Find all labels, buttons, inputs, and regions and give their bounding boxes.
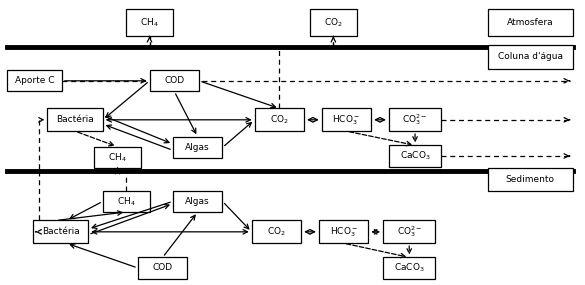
Text: CaCO$_3$: CaCO$_3$ <box>400 150 431 162</box>
Bar <box>488 168 573 191</box>
Text: Atmosfera: Atmosfera <box>507 18 553 27</box>
Text: CO$_3^{2-}$: CO$_3^{2-}$ <box>397 224 422 239</box>
Bar <box>150 70 199 91</box>
Bar <box>103 191 150 212</box>
Bar <box>310 9 357 36</box>
Bar <box>319 221 369 243</box>
Bar <box>173 137 222 158</box>
Bar <box>33 221 88 243</box>
Bar <box>94 147 141 168</box>
Bar <box>488 45 573 69</box>
Text: Bactéria: Bactéria <box>42 227 80 236</box>
Bar <box>383 257 435 279</box>
Bar <box>47 109 103 131</box>
Text: CO$_2$: CO$_2$ <box>270 113 289 126</box>
Bar <box>252 221 301 243</box>
Text: CO$_2$: CO$_2$ <box>324 17 343 29</box>
Text: Aporte C: Aporte C <box>15 76 54 85</box>
Text: CaCO$_3$: CaCO$_3$ <box>394 262 425 274</box>
Bar <box>254 109 304 131</box>
Text: Algas: Algas <box>185 143 210 152</box>
Text: CH$_4$: CH$_4$ <box>117 195 136 207</box>
Text: Coluna d'água: Coluna d'água <box>498 52 563 61</box>
Text: COD: COD <box>164 76 184 85</box>
Text: CO$_2$: CO$_2$ <box>267 226 286 238</box>
Text: Algas: Algas <box>185 197 210 206</box>
Text: Sedimento: Sedimento <box>506 175 555 184</box>
Text: CH$_4$: CH$_4$ <box>108 151 127 164</box>
Bar <box>126 9 173 36</box>
Bar <box>389 109 441 131</box>
Bar <box>383 221 435 243</box>
Text: CH$_4$: CH$_4$ <box>140 17 159 29</box>
Bar <box>488 9 573 36</box>
Text: HCO$_3^-$: HCO$_3^-$ <box>329 225 357 239</box>
Text: CO$_3^{2-}$: CO$_3^{2-}$ <box>402 112 428 127</box>
Text: COD: COD <box>153 264 173 272</box>
Bar <box>173 191 222 212</box>
Text: HCO$_3^-$: HCO$_3^-$ <box>332 113 360 127</box>
Bar <box>138 257 187 279</box>
Bar <box>6 70 62 91</box>
Text: Bactéria: Bactéria <box>56 115 94 124</box>
Bar <box>322 109 371 131</box>
Bar <box>389 145 441 167</box>
